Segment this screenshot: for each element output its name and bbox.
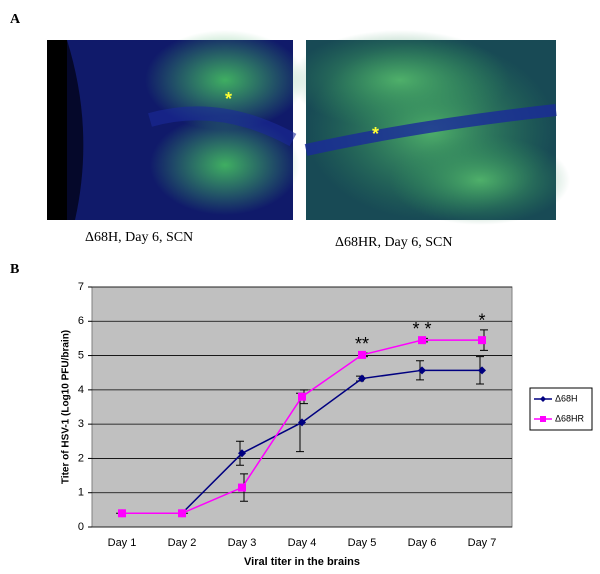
- point: [418, 366, 426, 375]
- y-tick-label: 3: [78, 418, 84, 430]
- point: [358, 350, 366, 359]
- panel-label: B: [10, 262, 19, 277]
- x-tick-label: Day 2: [168, 537, 197, 549]
- x-tick-label: Day 5: [348, 537, 377, 549]
- x-tick-label: Day 6: [408, 537, 437, 549]
- x-tick-label: Day 3: [228, 537, 257, 549]
- point: [238, 449, 246, 458]
- x-tick-label: Day 4: [288, 537, 317, 549]
- panel-label: A: [10, 12, 21, 27]
- y-tick-label: 1: [78, 487, 84, 499]
- point: [478, 366, 486, 375]
- annotation: **: [355, 334, 369, 354]
- y-tick-label: 0: [78, 521, 84, 533]
- point: [238, 483, 246, 492]
- point: [358, 374, 366, 383]
- y-tick-label: 2: [78, 452, 84, 464]
- point: [418, 336, 426, 345]
- x-tick-label: Day 7: [468, 537, 497, 549]
- x-tick-label: Day 1: [108, 537, 137, 549]
- y-tick-label: 6: [78, 315, 84, 327]
- point: [298, 418, 306, 427]
- point: [118, 509, 126, 518]
- y-tick-label: 4: [78, 384, 84, 396]
- y-tick-label: 5: [78, 349, 84, 361]
- y-tick-label: 7: [78, 281, 84, 293]
- micrograph: [290, 30, 570, 225]
- legend-label: Δ68HR: [555, 413, 585, 423]
- legend: [529, 387, 593, 431]
- legend-marker: [540, 416, 546, 422]
- point: [178, 509, 186, 518]
- caption: Δ68HR, Day 6, SCN: [335, 235, 453, 250]
- annotation: *: [478, 311, 485, 331]
- caption: Δ68H, Day 6, SCN: [85, 230, 193, 245]
- point: [478, 336, 486, 345]
- legend-marker: [540, 396, 546, 402]
- y-axis-title: Titer of HSV-1 (Log10 PFU/brain): [61, 330, 72, 484]
- x-axis-title: Viral titer in the brains: [244, 556, 360, 568]
- image-marker: *: [372, 124, 379, 144]
- annotation: * *: [412, 319, 431, 339]
- point: [298, 392, 306, 401]
- micrograph: [47, 30, 305, 220]
- plot-area: [91, 286, 513, 528]
- legend-label: Δ68H: [555, 393, 578, 403]
- image-marker: *: [225, 89, 232, 109]
